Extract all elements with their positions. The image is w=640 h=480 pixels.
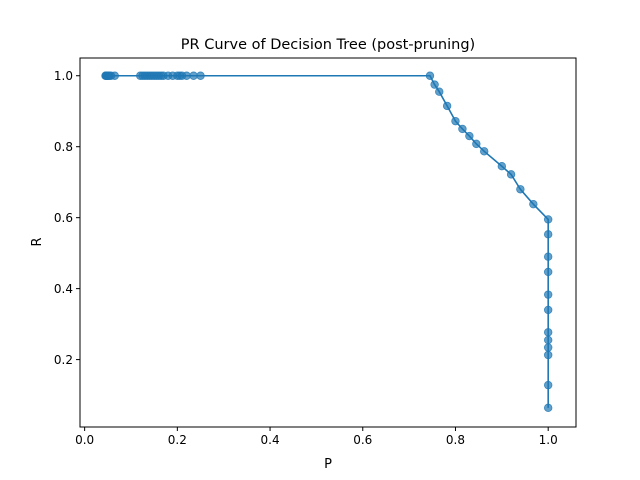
data-point	[451, 116, 460, 126]
data-point	[543, 328, 553, 337]
data-point	[497, 162, 507, 171]
data-point	[472, 139, 481, 149]
data-point	[543, 350, 553, 360]
plot-area	[80, 58, 576, 427]
data-point	[543, 380, 553, 390]
data-point	[458, 124, 467, 134]
chart-title: PR Curve of Decision Tree (post-pruning)	[181, 37, 475, 53]
y-tick-label: 0.4	[54, 282, 73, 296]
data-point	[110, 71, 119, 80]
x-tick-label: 0.4	[261, 433, 280, 447]
data-point	[543, 215, 553, 224]
data-point	[543, 267, 553, 277]
plot-frame	[79, 57, 577, 428]
data-point	[196, 71, 205, 80]
x-tick-label: 0.2	[168, 433, 187, 447]
data-point	[430, 80, 439, 89]
data-point	[516, 185, 525, 194]
y-tick-label: 0.6	[54, 211, 73, 225]
y-tick-label: 1.0	[54, 69, 73, 83]
x-axis-label: P	[324, 457, 332, 472]
y-tick-label: 0.8	[54, 140, 73, 154]
x-axis: 0.0 0.2 0.4 0.6 0.8 1.0	[75, 427, 558, 447]
data-point	[182, 71, 191, 80]
data-point	[529, 199, 538, 209]
x-tick-label: 0.6	[353, 433, 372, 447]
y-axis: 0.2 0.4 0.6 0.8 1.0	[54, 69, 80, 367]
x-tick-label: 0.8	[446, 433, 465, 447]
series-layer	[101, 71, 553, 413]
data-point	[543, 252, 553, 261]
x-tick-label: 0.0	[75, 433, 94, 447]
data-point	[543, 403, 553, 413]
data-point	[506, 170, 516, 179]
data-point	[480, 147, 489, 156]
data-point	[543, 335, 553, 345]
data-point	[465, 131, 474, 141]
data-point	[425, 71, 435, 80]
data-point	[442, 101, 452, 111]
data-point	[435, 87, 444, 96]
x-tick-label: 1.0	[539, 433, 558, 447]
data-point	[543, 290, 553, 299]
y-axis-label: R	[30, 237, 45, 246]
data-point	[189, 71, 198, 80]
data-point	[543, 230, 553, 239]
data-point	[543, 343, 553, 352]
data-point	[543, 305, 553, 315]
y-tick-label: 0.2	[54, 353, 73, 367]
